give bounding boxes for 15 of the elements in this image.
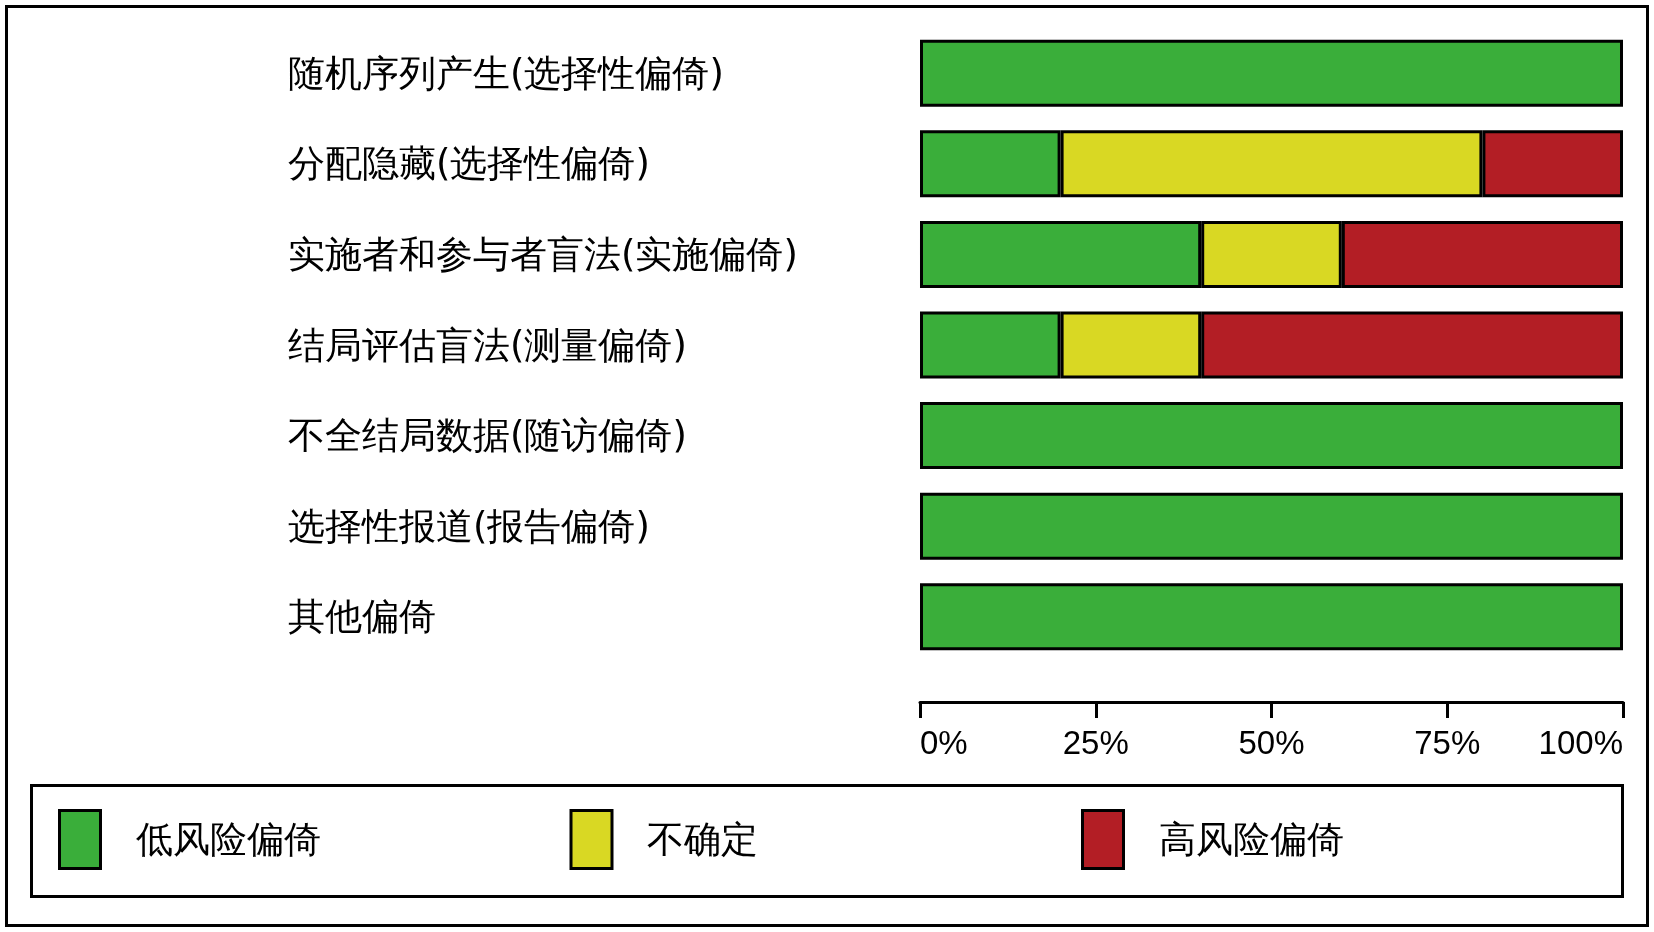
- y-tick-label: 结局评估盲法(测量偏倚): [288, 323, 687, 367]
- y-tick-label: 实施者和参与者盲法(实施偏倚): [288, 232, 798, 276]
- x-tick-label: 75%: [1414, 724, 1481, 761]
- legend-label: 不确定: [647, 818, 758, 861]
- y-tick-label: 分配隐藏(选择性偏倚): [288, 142, 650, 186]
- y-tick-label: 不全结局数据(随访偏倚): [288, 414, 687, 458]
- y-tick-label: 选择性报道(报告偏倚): [288, 504, 650, 548]
- x-tick-label: 0%: [920, 724, 968, 761]
- legend-label: 高风险偏倚: [1158, 818, 1344, 861]
- x-tick-label: 25%: [1062, 724, 1129, 761]
- x-tick-label: 100%: [1538, 724, 1623, 761]
- x-tick-label: 50%: [1238, 724, 1305, 761]
- y-tick-label: 其他偏倚: [288, 595, 436, 639]
- legend-label: 低风险偏倚: [135, 818, 321, 861]
- y-tick-label: 随机序列产生(选择性偏倚): [288, 51, 724, 95]
